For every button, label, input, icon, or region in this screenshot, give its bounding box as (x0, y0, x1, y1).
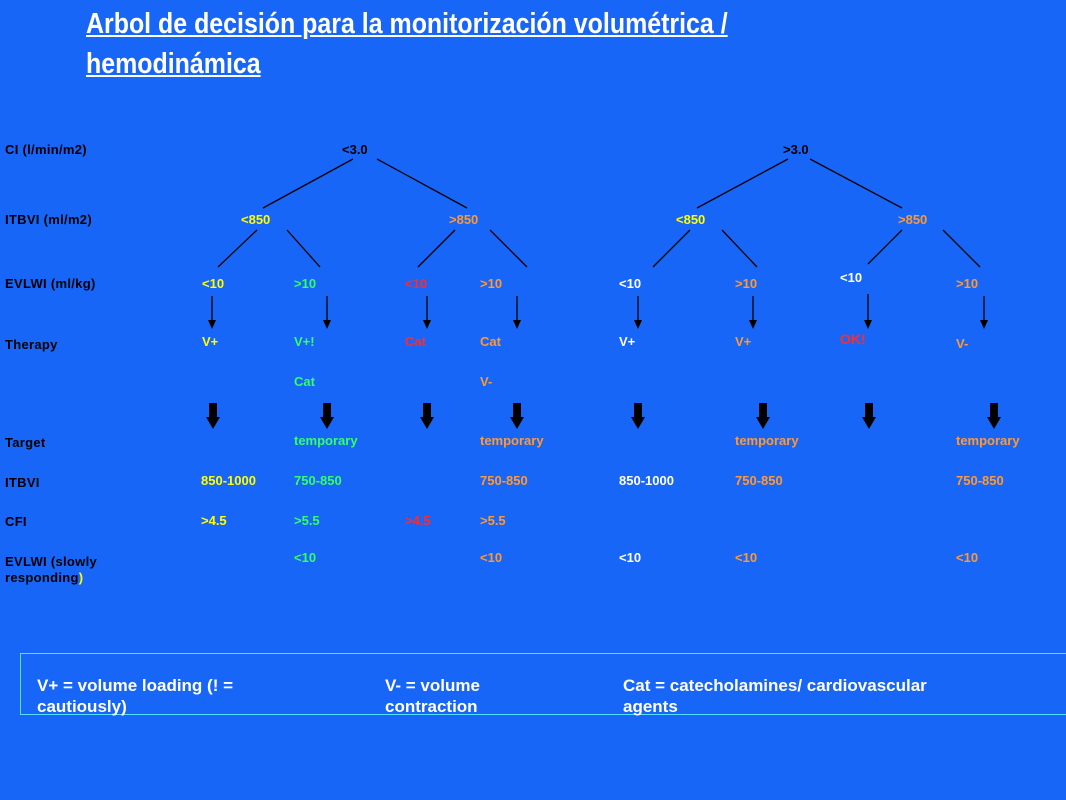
node-evlwi-2: >10 (294, 276, 317, 291)
connector-leaf3-arrowhead (423, 320, 431, 329)
target-itbvi-5: 850-1000 (619, 473, 674, 488)
connector-leaf2-arrowhead (323, 320, 331, 329)
down-arrow-icon (206, 403, 220, 429)
label-target-itbvi: ITBVI (5, 475, 40, 490)
legend-vminus: V- = volume contraction (385, 675, 480, 717)
target-itbvi-6: 750-850 (735, 473, 783, 488)
label-therapy: Therapy (5, 337, 58, 352)
node-evlwi-8: >10 (956, 276, 979, 291)
connector-leaf5-arrowhead (634, 320, 642, 329)
connector-leaf8-arrowhead (980, 320, 988, 329)
target-evlwi-8: <10 (956, 550, 979, 565)
node-therapy-2-extra: Cat (294, 374, 315, 389)
node-therapy-2: V+! (294, 334, 315, 349)
page-title: Arbol de decisión para la monitorización… (86, 4, 860, 84)
node-itbvi-3: <850 (676, 212, 706, 227)
target-itbvi-4: 750-850 (480, 473, 528, 488)
down-arrow-icon (420, 403, 434, 429)
target-evlwi-5: <10 (619, 550, 642, 565)
legend-vminus-line1: V- = volume (385, 676, 480, 695)
node-therapy-7: OK! (840, 331, 866, 347)
connector-ci-high-left (696, 158, 789, 209)
target-evlwi-2: <10 (294, 550, 317, 565)
connector-itbvi2-left (417, 229, 456, 268)
target-temporary-6: temporary (735, 433, 799, 448)
node-evlwi-1: <10 (202, 276, 225, 291)
label-ci: CI (l/min/m2) (5, 142, 87, 157)
node-therapy-6: V+ (735, 334, 752, 349)
target-cfi-1: >4.5 (201, 513, 227, 528)
node-itbvi-1: <850 (241, 212, 271, 227)
connector-itbvi1-right (286, 229, 321, 268)
down-arrow-icon (510, 403, 524, 429)
node-evlwi-5: <10 (619, 276, 642, 291)
title-line-2: hemodinámica (86, 48, 261, 80)
legend-cat-line1: Cat = catecholamines/ cardiovascular (623, 676, 927, 695)
connector-leaf4-arrowhead (513, 320, 521, 329)
node-ci-high: >3.0 (783, 142, 809, 157)
legend-vplus-line1: V+ = volume loading (! = (37, 676, 234, 695)
target-evlwi-6: <10 (735, 550, 758, 565)
node-therapy-1: V+ (202, 334, 219, 349)
connector-leaf1-arrowhead (208, 320, 216, 329)
title-line-1: Arbol de decisión para la monitorización… (86, 8, 728, 40)
connector-itbvi4-left (867, 229, 903, 265)
node-therapy-5: V+ (619, 334, 636, 349)
connector-itbvi1-left (217, 229, 258, 268)
legend-cat: Cat = catecholamines/ cardiovascular age… (623, 675, 927, 717)
connector-itbvi3-left (652, 229, 691, 268)
connector-leaf6-arrowhead (749, 320, 757, 329)
legend-cat-line2: agents (623, 697, 678, 716)
target-temporary-4: temporary (480, 433, 544, 448)
down-arrow-icon (320, 403, 334, 429)
down-arrow-icon (862, 403, 876, 429)
label-target-evlwi-line2: responding) (5, 570, 97, 586)
label-target-cfi: CFI (5, 514, 27, 529)
node-evlwi-3: <10 (405, 276, 428, 291)
target-evlwi-4: <10 (480, 550, 503, 565)
node-itbvi-4: >850 (898, 212, 928, 227)
down-arrow-icon (987, 403, 1001, 429)
label-evlwi: EVLWI (ml/kg) (5, 276, 96, 291)
node-evlwi-4: >10 (480, 276, 503, 291)
node-ci-low: <3.0 (342, 142, 368, 157)
node-therapy-3: Cat (405, 334, 426, 349)
label-target-evlwi-responding: responding (5, 570, 79, 585)
target-temporary-2: temporary (294, 433, 358, 448)
legend-vminus-line2: contraction (385, 697, 478, 716)
connector-itbvi3-right (721, 229, 758, 268)
node-itbvi-2: >850 (449, 212, 479, 227)
label-target-evlwi-paren: ) (78, 570, 84, 585)
target-cfi-2: >5.5 (294, 513, 320, 528)
node-therapy-4: Cat (480, 334, 501, 349)
target-cfi-3: >4.5 (405, 513, 431, 528)
target-itbvi-1: 850-1000 (201, 473, 256, 488)
node-evlwi-6: >10 (735, 276, 758, 291)
node-therapy-4-extra: V- (480, 374, 493, 389)
node-evlwi-7: <10 (840, 270, 863, 285)
connector-itbvi2-right (489, 229, 528, 268)
connector-ci-high-right (809, 158, 903, 209)
label-target-evlwi-line1: EVLWI (slowly (5, 554, 98, 569)
legend-box: V+ = volume loading (! = cautiously) V- … (20, 653, 1066, 717)
connector-ci-low-right (376, 158, 468, 209)
connector-leaf7-arrowhead (864, 320, 872, 329)
target-itbvi-8: 750-850 (956, 473, 1004, 488)
label-target-evlwi: EVLWI (slowly responding) (5, 554, 97, 586)
down-arrow-icon (756, 403, 770, 429)
target-temporary-8: temporary (956, 433, 1020, 448)
connector-ci-low-left (262, 158, 354, 209)
legend-vplus-line2: cautiously) (37, 697, 127, 716)
node-therapy-8: V- (956, 336, 969, 351)
connector-itbvi4-right (942, 229, 981, 268)
target-itbvi-2: 750-850 (294, 473, 342, 488)
down-arrow-icon (631, 403, 645, 429)
legend-vplus: V+ = volume loading (! = cautiously) (37, 675, 233, 717)
label-itbvi: ITBVI (ml/m2) (5, 212, 92, 227)
target-cfi-4: >5.5 (480, 513, 506, 528)
label-target: Target (5, 435, 46, 450)
